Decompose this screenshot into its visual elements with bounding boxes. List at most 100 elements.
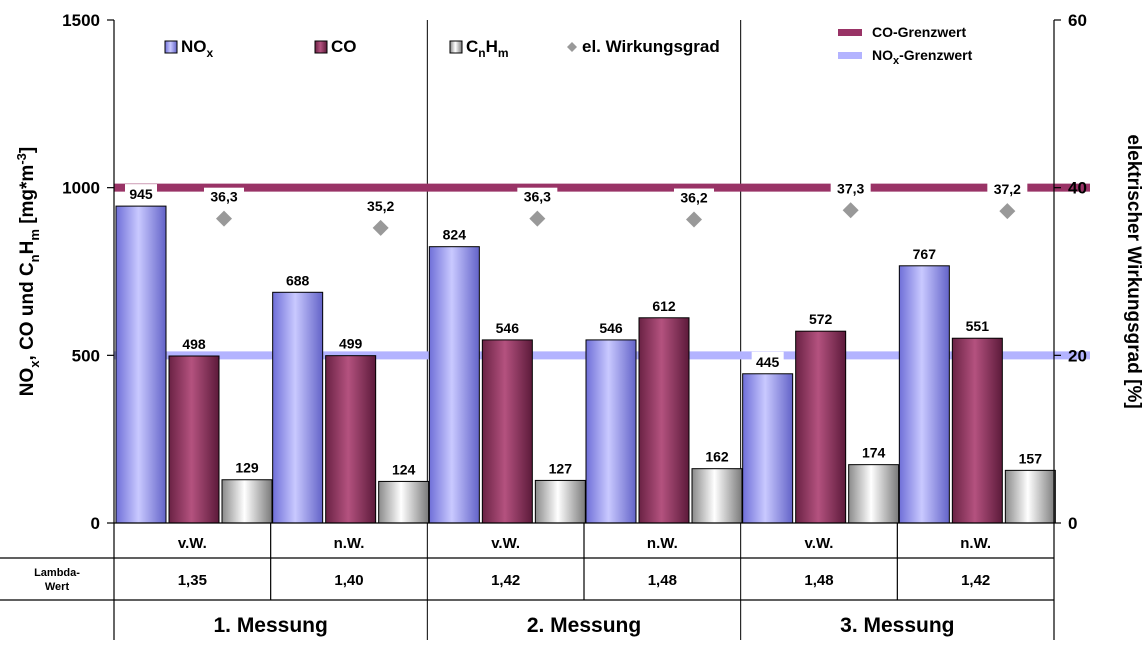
legend-swatch-2 (449, 40, 463, 54)
bar-label-bg (804, 309, 837, 327)
efficiency-label-bg (987, 180, 1028, 198)
efficiency-point-0 (216, 210, 232, 227)
y-axis-left-title: NOx, CO und CnHm [mg*m-3] (14, 147, 42, 396)
category-label-0: v.W. (178, 535, 207, 552)
y-left-tick-2: 1000 (62, 179, 100, 198)
legend-swatch-limit-0 (838, 29, 862, 36)
lambda-value-5: 1,42 (961, 572, 990, 589)
lambda-label-line1: Lambda- (34, 567, 80, 579)
bar-s2-c1 (378, 480, 430, 524)
y-right-tick-3: 60 (1068, 11, 1087, 30)
legend-label-limit-0: CO-Grenzwert (872, 24, 966, 40)
y-right-tick-1: 20 (1068, 346, 1087, 365)
chart-frame (426, 20, 742, 640)
bar-label-s0-c3: 546 (599, 320, 623, 336)
efficiency-label-bg (830, 179, 871, 197)
legend-swatch-0 (164, 40, 178, 54)
bar-s1-c5 (951, 337, 1003, 524)
lambda-value-3: 1,48 (648, 572, 677, 589)
bar-label-s2-c1: 124 (392, 461, 416, 477)
bar-s0-c2 (428, 246, 480, 524)
legend-label-1: CO (331, 37, 357, 56)
lambda-value-2: 1,42 (491, 572, 520, 589)
legend-label-limit-1: NOx-Grenzwert (872, 47, 973, 67)
bar-s1-c0 (168, 355, 220, 524)
bar-s1-c2 (481, 339, 533, 524)
bar-s1-c4 (795, 330, 847, 524)
bar-label-bg (595, 317, 627, 335)
bar-label-s1-c3: 612 (652, 298, 676, 314)
legend: NOx CO CnHm el. Wirkungsgrad CO-Grenzwert NOx… (164, 24, 973, 67)
bar-s0-c4 (742, 373, 794, 524)
category-table: v.W. 1,35 n.W. 1,40 v.W. 1,42 n.W. 1,48 v.W. 1,48… (0, 523, 1055, 640)
bar-label-s2-c0: 129 (235, 460, 259, 476)
bar-s2-c3 (691, 468, 743, 524)
bar-label-s1-c1: 499 (339, 336, 363, 352)
lambda-value-4: 1,48 (804, 572, 833, 589)
efficiency-label-2: 36,3 (524, 189, 551, 205)
legend-label-efficiency: el. Wirkungsgrad (582, 37, 720, 56)
bar-label-bg (334, 333, 367, 351)
bar-s2-c0 (221, 479, 273, 524)
bar-label-bg (701, 446, 733, 464)
bars (115, 205, 1056, 524)
category-label-2: v.W. (491, 535, 520, 552)
y-right-tick-0: 0 (1068, 514, 1077, 533)
bar-label-bg (544, 458, 577, 476)
bar-label-bg (648, 295, 680, 313)
bar-label-s1-c2: 546 (496, 320, 520, 336)
efficiency-label-0: 36,3 (210, 189, 237, 205)
efficiency-label-bg (674, 188, 714, 206)
bar-label-s0-c2: 824 (443, 227, 467, 243)
efficiency-point-4 (842, 202, 859, 219)
data-labels: 945 498 129 688 499 124 824 546 127 546 612 162 445 5… (125, 179, 1047, 477)
bar-label-s2-c4: 174 (862, 445, 886, 461)
y-right-tick-2: 40 (1068, 179, 1087, 198)
y-axis-right-title: elektrischer Wirkungsgrad [%] (1123, 134, 1144, 408)
category-label-4: v.W. (805, 535, 834, 552)
efficiency-label-4: 37,3 (837, 180, 864, 196)
bar-label-s0-c0: 945 (129, 186, 153, 202)
bar-s0-c5 (898, 265, 950, 524)
efficiency-label-5: 37,2 (994, 181, 1021, 197)
bar-s2-c5 (1004, 469, 1056, 524)
bar-label-s1-c0: 498 (182, 336, 206, 352)
category-label-1: n.W. (334, 535, 365, 552)
efficiency-points (216, 202, 1016, 236)
efficiency-label-bg (517, 187, 558, 205)
bar-s0-c0 (115, 205, 167, 524)
efficiency-label-bg (204, 187, 244, 205)
bar-label-s2-c5: 157 (1019, 450, 1043, 466)
lambda-value-0: 1,35 (178, 572, 207, 589)
legend-swatch-1 (314, 40, 328, 54)
bar-label-bg (387, 459, 420, 477)
bar-label-bg (1014, 448, 1047, 466)
legend-swatch-efficiency (567, 42, 577, 52)
bar-label-s1-c4: 572 (809, 311, 833, 327)
legend-label-0: NOx (181, 37, 214, 60)
bar-s2-c4 (848, 464, 900, 524)
bar-label-bg (961, 316, 994, 334)
bar-label-s0-c5: 767 (913, 246, 937, 262)
y-left-tick-3: 1500 (62, 11, 100, 30)
group-label-1: 2. Messung (527, 614, 641, 637)
bar-label-s2-c2: 127 (549, 460, 573, 476)
category-label-5: n.W. (960, 535, 991, 552)
bar-label-bg (178, 334, 210, 352)
bar-s0-c1 (272, 291, 324, 524)
bar-s0-c3 (585, 339, 637, 524)
efficiency-point-5 (999, 203, 1016, 220)
bar-label-bg (857, 442, 890, 460)
bar-label-bg (491, 317, 524, 335)
bar-label-bg (125, 184, 157, 202)
efficiency-point-3 (686, 211, 702, 228)
efficiency-point-2 (529, 210, 546, 227)
bar-label-bg (908, 243, 941, 261)
lambda-value-1: 1,40 (334, 572, 363, 589)
legend-swatch-limit-1 (838, 52, 862, 59)
bar-label-s2-c3: 162 (705, 449, 729, 465)
y-left-tick-0: 0 (91, 514, 100, 533)
y-left-tick-1: 500 (72, 346, 100, 365)
efficiency-label-3: 36,2 (680, 190, 707, 206)
